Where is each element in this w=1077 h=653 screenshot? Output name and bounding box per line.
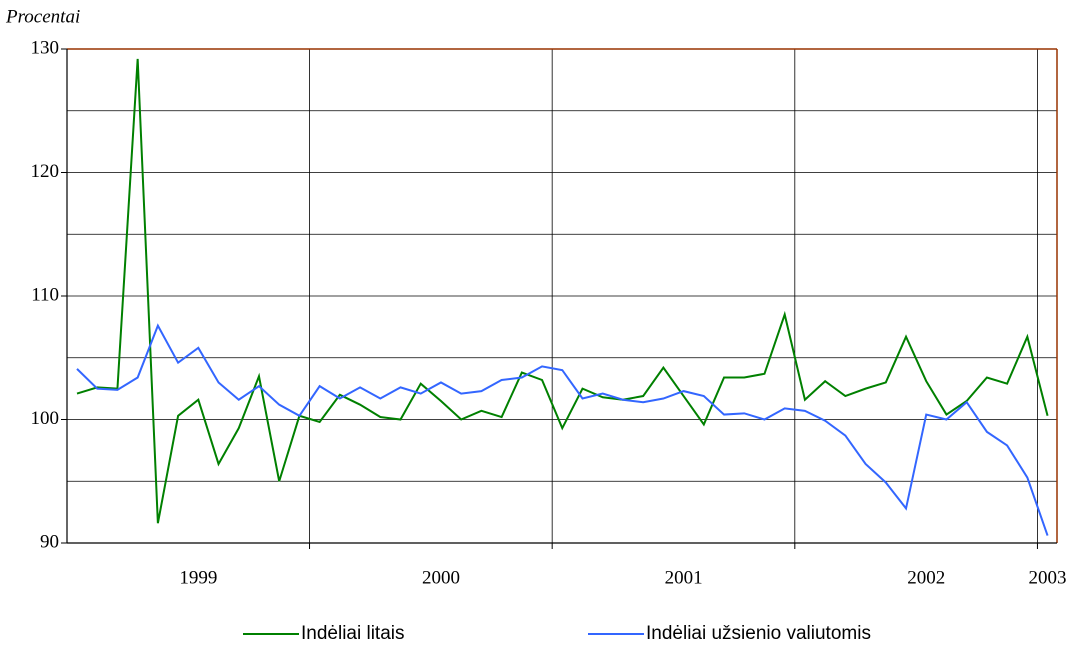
x-tick-label: 2000 (422, 567, 460, 588)
x-tick-label: 1999 (179, 567, 217, 588)
legend-label: Indėliai litais (301, 623, 405, 644)
data-line (76, 323, 1049, 536)
y-tick-label: 120 (31, 161, 60, 182)
legend-label: Indėliai užsienio valiutomis (646, 623, 871, 644)
y-tick-label: 100 (31, 408, 60, 429)
data-line (76, 58, 1049, 524)
y-axis-label: Procentai (5, 6, 80, 27)
x-tick-label: 2002 (907, 567, 945, 588)
x-tick-label: 2001 (665, 567, 703, 588)
x-tick-label: 2003 (1029, 567, 1067, 588)
y-tick-label: 110 (31, 284, 59, 305)
y-tick-label: 130 (31, 37, 60, 58)
y-tick-label: 90 (40, 531, 59, 552)
